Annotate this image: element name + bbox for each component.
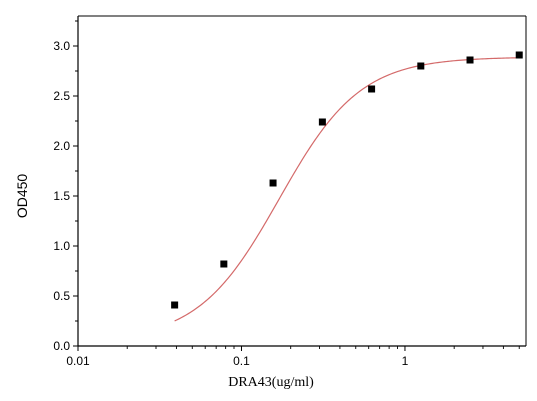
fit-curve-layer	[174, 57, 521, 322]
y-tick-label: 1.0	[53, 239, 70, 253]
y-tick-label: 1.5	[53, 189, 70, 203]
y-axis-label: OD450	[14, 174, 30, 219]
data-point	[171, 301, 179, 309]
data-point	[466, 56, 474, 64]
data-points	[171, 51, 523, 309]
x-axis-label: DRA43(ug/ml)	[228, 375, 314, 390]
fit-curve-line	[174, 57, 521, 322]
x-tick-label: 0.01	[66, 354, 90, 368]
tick-labels: 0.0 0.5 1.0 1.5 2.0 2.5 3.0 0.01 0.1 1	[53, 39, 408, 368]
data-point	[515, 51, 523, 59]
plot-frame	[77, 15, 527, 347]
data-point	[269, 179, 277, 187]
data-point	[318, 118, 326, 126]
y-tick-label: 0.5	[53, 289, 70, 303]
y-tick-label: 0.0	[53, 339, 70, 353]
y-tick-label: 2.0	[53, 139, 70, 153]
y-tick-label: 2.5	[53, 89, 70, 103]
x-tick-label: 1	[402, 354, 409, 368]
data-point	[417, 62, 425, 70]
data-point	[220, 260, 228, 268]
y-tick-label: 3.0	[53, 39, 70, 53]
x-tick-label: 0.1	[233, 354, 250, 368]
data-point	[368, 85, 376, 93]
axis-ticks	[73, 20, 520, 351]
